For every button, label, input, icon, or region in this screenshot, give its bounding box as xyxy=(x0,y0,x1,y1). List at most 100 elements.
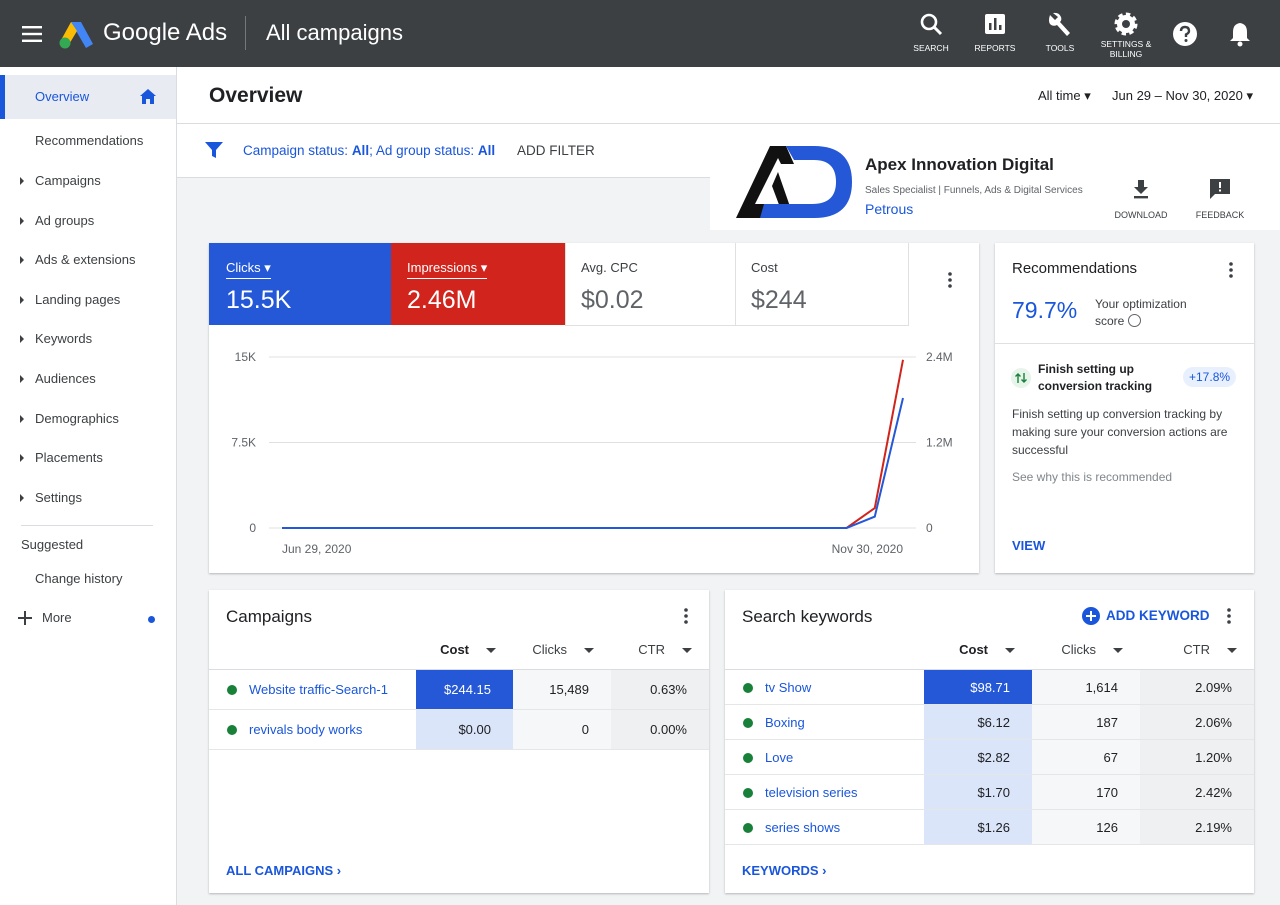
column-header[interactable]: Clicks xyxy=(1061,642,1096,657)
nav-item[interactable]: Placements xyxy=(35,450,103,466)
column-header[interactable]: Cost xyxy=(440,642,469,657)
period-select[interactable]: All time ▾ xyxy=(1038,88,1091,103)
filter-icon[interactable] xyxy=(203,140,225,160)
download-label[interactable]: DOWNLOAD xyxy=(1114,210,1168,220)
help-icon[interactable] xyxy=(1172,21,1198,47)
more-menu[interactable] xyxy=(945,270,955,290)
metric-tile[interactable] xyxy=(391,243,565,325)
table-cell-bg xyxy=(924,705,1032,740)
column-header[interactable]: CTR xyxy=(1183,642,1210,657)
row-name[interactable]: Boxing xyxy=(765,714,805,730)
table-cell-bg xyxy=(1140,705,1254,740)
nav-label[interactable]: SETTINGS & BILLING xyxy=(1100,39,1152,59)
date-range[interactable]: Jun 29 – Nov 30, 2020 xyxy=(1112,88,1243,103)
nav-item[interactable]: Ads & extensions xyxy=(35,252,136,268)
score-label: Your optimization score xyxy=(1095,296,1205,330)
x-tick-label: Jun 29, 2020 xyxy=(282,542,352,556)
menu-icon[interactable] xyxy=(20,22,44,46)
feedback-label[interactable]: FEEDBACK xyxy=(1195,210,1245,220)
nav-label[interactable]: SEARCH xyxy=(913,43,949,53)
more-menu[interactable] xyxy=(681,606,691,626)
sort-arrow[interactable] xyxy=(1005,648,1015,653)
more-menu[interactable] xyxy=(1224,606,1234,626)
add-keyword[interactable]: ADD KEYWORD xyxy=(1106,608,1210,623)
column-header[interactable]: Cost xyxy=(959,642,988,657)
expand-caret[interactable] xyxy=(20,493,24,502)
nav-item[interactable]: Landing pages xyxy=(35,291,121,307)
info-icon[interactable] xyxy=(1127,314,1141,327)
expand-caret[interactable] xyxy=(20,216,24,225)
reports-icon[interactable] xyxy=(983,12,1007,36)
expand-caret[interactable] xyxy=(20,375,24,383)
row-name[interactable]: Love xyxy=(765,749,794,765)
date-select[interactable]: Jun 29 – Nov 30, 2020 ▾ xyxy=(1112,88,1253,103)
expand-caret[interactable] xyxy=(20,414,24,423)
column-header[interactable]: CTR xyxy=(638,642,665,657)
rec-note[interactable]: See why this is recommended xyxy=(1012,470,1173,484)
table-cell-bg xyxy=(924,775,1032,810)
home-icon[interactable] xyxy=(139,88,157,106)
row-divider xyxy=(725,774,1254,775)
expand-caret[interactable] xyxy=(20,295,24,304)
metric-tile[interactable] xyxy=(209,243,391,325)
expand-caret[interactable] xyxy=(20,454,24,463)
filter-text[interactable]: Campaign status: All; Ad group status: A… xyxy=(243,143,495,158)
row-name[interactable]: series shows xyxy=(765,819,841,835)
column-header[interactable]: Clicks xyxy=(532,642,567,657)
metric-label[interactable]: Clicks ▾ xyxy=(226,260,271,279)
new-dot xyxy=(148,616,155,623)
settings-icon[interactable] xyxy=(1113,11,1139,37)
sort-arrow[interactable] xyxy=(486,648,496,653)
footer-link-text[interactable]: KEYWORDS xyxy=(742,863,819,878)
nav-item[interactable]: Demographics xyxy=(35,410,119,426)
brand-name: Apex Innovation Digital xyxy=(865,155,1054,174)
add-filter[interactable]: ADD FILTER xyxy=(517,143,595,158)
rec-view[interactable]: VIEW xyxy=(1012,538,1046,553)
more-menu[interactable] xyxy=(1226,260,1236,280)
plus-icon[interactable] xyxy=(16,609,33,626)
sort-arrow[interactable] xyxy=(682,648,692,653)
table-cell: 0.63% xyxy=(650,682,687,697)
footer-link[interactable]: KEYWORDS › xyxy=(742,863,827,878)
sort-arrow[interactable] xyxy=(584,648,594,653)
footer-link-text[interactable]: ALL CAMPAIGNS xyxy=(226,863,334,878)
status-dot xyxy=(743,682,753,693)
expand-caret[interactable] xyxy=(20,335,24,344)
footer-link[interactable]: ALL CAMPAIGNS › xyxy=(226,863,342,878)
expand-caret[interactable] xyxy=(20,177,24,185)
tracking-icon xyxy=(1011,368,1031,388)
nav-item[interactable]: Keywords xyxy=(35,331,93,347)
nav-item[interactable]: Recommendations xyxy=(35,133,144,148)
sort-arrow[interactable] xyxy=(1227,648,1237,653)
brand-owner[interactable]: Petrous xyxy=(865,201,914,217)
row-name[interactable]: television series xyxy=(765,784,858,800)
nav-item[interactable]: More xyxy=(42,610,72,625)
filter-part: ; Ad group status: xyxy=(369,143,478,158)
search-icon[interactable] xyxy=(918,12,944,38)
nav-item[interactable]: Campaigns xyxy=(35,173,101,188)
expand-caret[interactable] xyxy=(20,256,24,265)
add-icon[interactable] xyxy=(1082,607,1100,625)
nav-item[interactable]: Overview xyxy=(35,89,90,104)
period[interactable]: All time xyxy=(1038,88,1081,103)
nav-item[interactable]: Change history xyxy=(35,571,123,586)
nav-label[interactable]: TOOLS xyxy=(1045,43,1075,53)
feedback-icon[interactable] xyxy=(1208,177,1232,201)
metric-label[interactable]: Cost xyxy=(751,260,778,275)
tools-icon[interactable] xyxy=(1046,12,1072,38)
metric-label[interactable]: Impressions ▾ xyxy=(407,260,488,279)
nav-label[interactable]: REPORTS xyxy=(974,43,1016,53)
row-name[interactable]: tv Show xyxy=(765,679,812,695)
nav-item[interactable]: Settings xyxy=(35,489,82,505)
row-name[interactable]: Website traffic-Search-1 xyxy=(249,682,388,697)
table-cell-bg xyxy=(1140,740,1254,775)
metric-value: $244 xyxy=(751,286,807,314)
nav-item[interactable]: Audiences xyxy=(35,371,96,386)
row-name[interactable]: revivals body works xyxy=(249,722,363,737)
metric-label[interactable]: Avg. CPC xyxy=(581,260,638,275)
sort-arrow[interactable] xyxy=(1113,648,1123,653)
nav-item[interactable]: Ad groups xyxy=(35,212,95,228)
notifications-icon[interactable] xyxy=(1228,21,1252,47)
metric-label-text: Clicks xyxy=(226,260,261,275)
download-icon[interactable] xyxy=(1131,178,1151,200)
